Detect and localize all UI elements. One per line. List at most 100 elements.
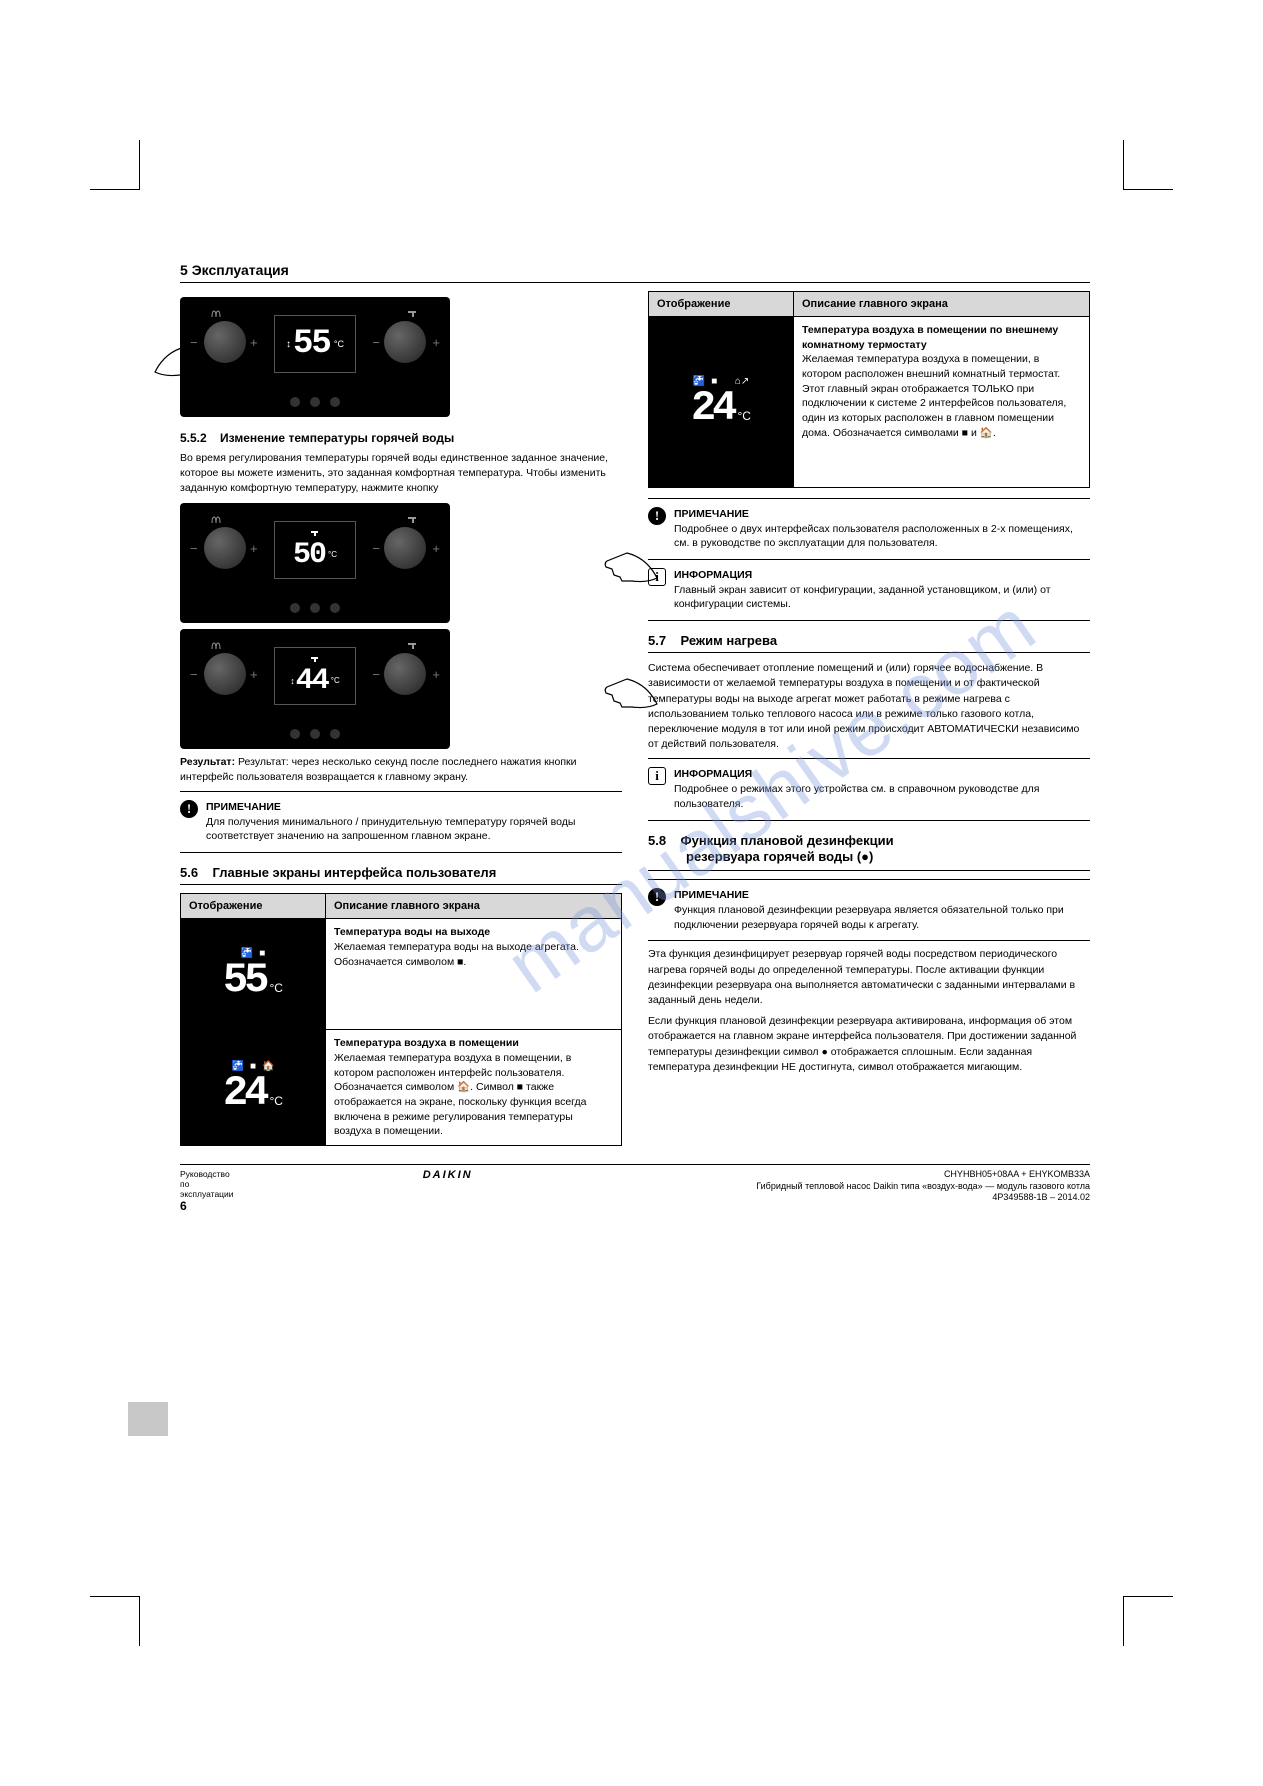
row-text: Желаемая температура воды на выходе агре… <box>334 940 613 969</box>
subsection-number: 5.6 <box>180 865 198 880</box>
right-knob[interactable] <box>384 653 426 695</box>
right-column: Отображение Описание главного экрана 🚰■ … <box>648 291 1090 1146</box>
section-number: 5 <box>180 262 188 278</box>
row-text: Желаемая температура воздуха в помещении… <box>334 1051 613 1139</box>
table-header-desc: Описание главного экрана <box>326 894 621 918</box>
subsection-title-a: Функция плановой дезинфекции <box>681 833 894 848</box>
table-row: 🚰■ 55 °C Температура воды на выходе Жела… <box>181 919 621 1030</box>
table-row: 🚰■ ⌂↗ 24 °C Температура воздуха в помеще… <box>649 317 1089 487</box>
heating-icon <box>210 513 224 528</box>
subsection-title: Режим нагрева <box>681 633 778 648</box>
display-value: 55 <box>293 325 330 363</box>
notice-body: Функция плановой дезинфекции резервуара … <box>674 903 1090 932</box>
brand-logo: DAIKIN <box>234 1169 662 1213</box>
tap-small-icon <box>309 528 321 538</box>
info-icon: i <box>648 767 666 785</box>
indicator-dots <box>290 603 340 613</box>
body-text: Во время регулирования температуры горяч… <box>180 451 622 497</box>
display-table-cont: Отображение Описание главного экрана 🚰■ … <box>648 291 1090 488</box>
indicator-dots <box>290 729 340 739</box>
minus-label: − <box>190 667 198 682</box>
right-knob[interactable] <box>384 527 426 569</box>
lcd-value: 24 <box>691 387 733 429</box>
lcd-display: ↕ 44 °C <box>274 647 356 705</box>
display-value: 44 <box>296 664 328 698</box>
plus-label-r: + <box>432 335 440 350</box>
info-label: ИНФОРМАЦИЯ <box>674 767 1090 782</box>
notice-label: ПРИМЕЧАНИЕ <box>674 507 1090 522</box>
table-cell-desc: Температура воздуха в помещении Желаемая… <box>326 1030 621 1145</box>
lcd-value: 24 <box>223 1072 265 1114</box>
notice-body: Подробнее о двух интерфейсах пользовател… <box>674 522 1090 551</box>
heating-icon <box>210 639 224 654</box>
subsection-heading-57: 5.7 Режим нагрева <box>648 633 1090 653</box>
table-row: 🚰■🏠 24 °C Температура воздуха в помещени… <box>181 1030 621 1145</box>
subsection-title-b: резервуара горячей воды (●) <box>686 849 873 864</box>
page-tab <box>128 1402 168 1436</box>
right-knob[interactable] <box>384 321 426 363</box>
table-header-display: Отображение <box>649 292 794 316</box>
arrow-icon: ↕ <box>286 339 291 350</box>
lcd-unit: °C <box>269 981 282 995</box>
info-body: Главный экран зависит от конфигурации, з… <box>674 583 1090 612</box>
ext-icon: ⌂↗ <box>735 376 749 387</box>
unit-label: °C <box>334 339 344 349</box>
subsection-heading-58: 5.8 Функция плановой дезинфекции резерву… <box>648 833 1090 872</box>
product-code: CHYHBH05+08AA + EHYKOMB33A <box>662 1169 1090 1181</box>
plus-label: + <box>250 541 258 556</box>
info-label: ИНФОРМАЦИЯ <box>674 568 1090 583</box>
lcd-display: ↕ 55 °C <box>274 315 356 373</box>
product-desc: Гибридный тепловой насос Daikin типа «во… <box>662 1181 1090 1193</box>
left-knob[interactable] <box>204 527 246 569</box>
arrow-icon: ↕ <box>290 676 295 686</box>
table-header-desc: Описание главного экрана <box>794 292 1089 316</box>
unit-label: °C <box>331 676 340 685</box>
table-header-display: Отображение <box>181 894 326 918</box>
subsection-title: Главные экраны интерфейса пользователя <box>213 865 497 880</box>
info-body: Подробнее о режимах этого устройства см.… <box>674 782 1090 811</box>
notice-box: ! ПРИМЕЧАНИЕ Подробнее о двух интерфейса… <box>648 507 1090 551</box>
notice-body: Для получения минимального / принудитель… <box>206 815 622 844</box>
row-title: Температура воды на выходе <box>334 925 613 940</box>
info-box: i ИНФОРМАЦИЯ Подробнее о режимах этого у… <box>648 767 1090 811</box>
minus-label-r: − <box>372 667 380 682</box>
row-title: Температура воздуха в помещении по внешн… <box>802 323 1081 352</box>
plus-label: + <box>250 335 258 350</box>
doc-type: Руководство по эксплуатации <box>180 1169 234 1199</box>
lcd-display: 50 °C <box>274 521 356 579</box>
minus-label-r: − <box>372 541 380 556</box>
plus-label-r: + <box>432 667 440 682</box>
row-text: Желаемая температура воздуха в помещении… <box>802 352 1081 440</box>
crop-mark-bl <box>90 1596 140 1646</box>
row-title: Температура воздуха в помещении <box>334 1036 613 1051</box>
left-knob[interactable] <box>204 653 246 695</box>
hand-pointer-icon <box>150 327 230 387</box>
display-value: 50 <box>293 538 325 572</box>
left-column: − + ↕ 55 °C − + <box>180 291 622 1146</box>
info-box: i ИНФОРМАЦИЯ Главный экран зависит от ко… <box>648 568 1090 612</box>
hand-pointer-icon <box>572 533 662 593</box>
hand-pointer-icon <box>572 659 662 719</box>
section-header: 5 Эксплуатация <box>180 262 1090 283</box>
indicator-dots <box>290 397 340 407</box>
body-text: Если функция плановой дезинфекции резерв… <box>648 1014 1090 1075</box>
notice-icon: ! <box>648 507 666 525</box>
lcd-preview: 🚰■ ⌂↗ 24 °C <box>649 317 794 487</box>
control-panel-2: − + 50 °C − + <box>180 503 450 623</box>
subsection-number: 5.5.2 <box>180 431 207 445</box>
crop-mark-tr <box>1123 140 1173 190</box>
crop-mark-tl <box>90 140 140 190</box>
crop-mark-br <box>1123 1596 1173 1646</box>
table-cell-desc: Температура воды на выходе Желаемая темп… <box>326 919 621 1029</box>
subsection-title: Изменение температуры горячей воды <box>220 431 454 445</box>
unit-label: °C <box>328 550 337 559</box>
lcd-unit: °C <box>269 1094 282 1108</box>
body-text: Эта функция дезинфицирует резервуар горя… <box>648 947 1090 1008</box>
tap-small-icon <box>309 654 321 664</box>
tap-icon <box>406 513 420 528</box>
subsection-heading: 5.5.2 Изменение температуры горячей воды <box>180 431 622 445</box>
subsection-number: 5.7 <box>648 633 666 648</box>
notice-label: ПРИМЕЧАНИЕ <box>674 888 1090 903</box>
doc-id: 4P349588-1B – 2014.02 <box>662 1192 1090 1204</box>
minus-label-r: − <box>372 335 380 350</box>
